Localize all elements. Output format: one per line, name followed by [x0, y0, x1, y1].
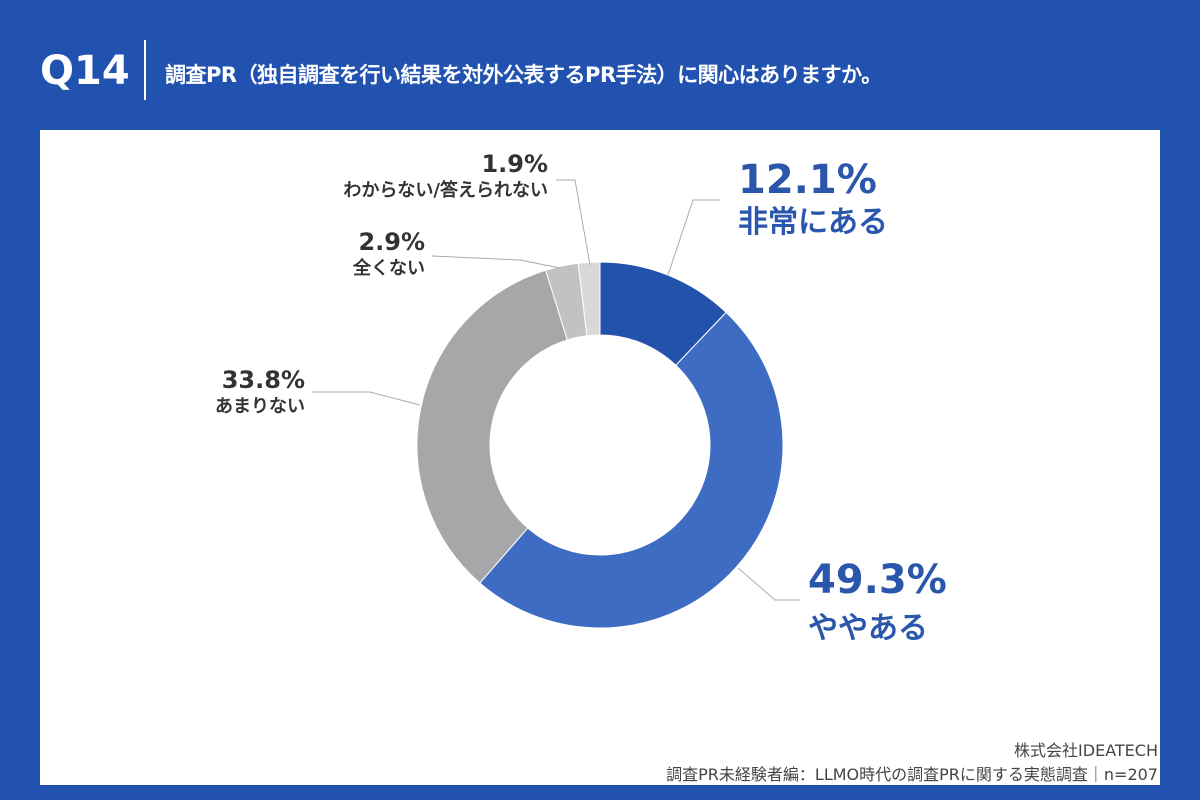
leader-line [667, 199, 720, 276]
donut-slice [577, 261, 601, 337]
donut-slice [416, 269, 568, 584]
footer-company: 株式会社IDEATECH [1014, 741, 1158, 760]
slice-category-label: 全くない [352, 257, 425, 279]
leader-line [312, 391, 421, 406]
leader-line [431, 255, 561, 269]
slice-category-label: ややある [808, 611, 928, 646]
divider [144, 40, 146, 100]
slice-value-label: 1.9% [481, 150, 548, 178]
slice-category-label: 非常にある [738, 205, 888, 240]
slice-value-label: 33.8% [222, 366, 305, 394]
chart-card [40, 130, 1160, 785]
leader-line [737, 567, 800, 601]
slice-category-label: あまりない [215, 396, 305, 417]
question-title: 調査PR（独自調査を行い結果を対外公表するPR手法）に関心はありますか。 [165, 63, 882, 87]
donut-slice [479, 311, 784, 629]
slice-value-label: 12.1% [738, 157, 877, 203]
leader-line [556, 179, 591, 266]
slice-value-label: 2.9% [358, 228, 425, 256]
footer-source: 調査PR未経験者編：LLMO時代の調査PRに関する実態調査｜n=207 [666, 765, 1158, 784]
question-number: Q14 [40, 48, 130, 94]
slice-category-label: わからない/答えられない [343, 179, 548, 201]
header: Q14 調査PR（独自調査を行い結果を対外公表するPR手法）に関心はありますか。 [0, 0, 1200, 130]
slice-value-label: 49.3% [808, 557, 947, 603]
